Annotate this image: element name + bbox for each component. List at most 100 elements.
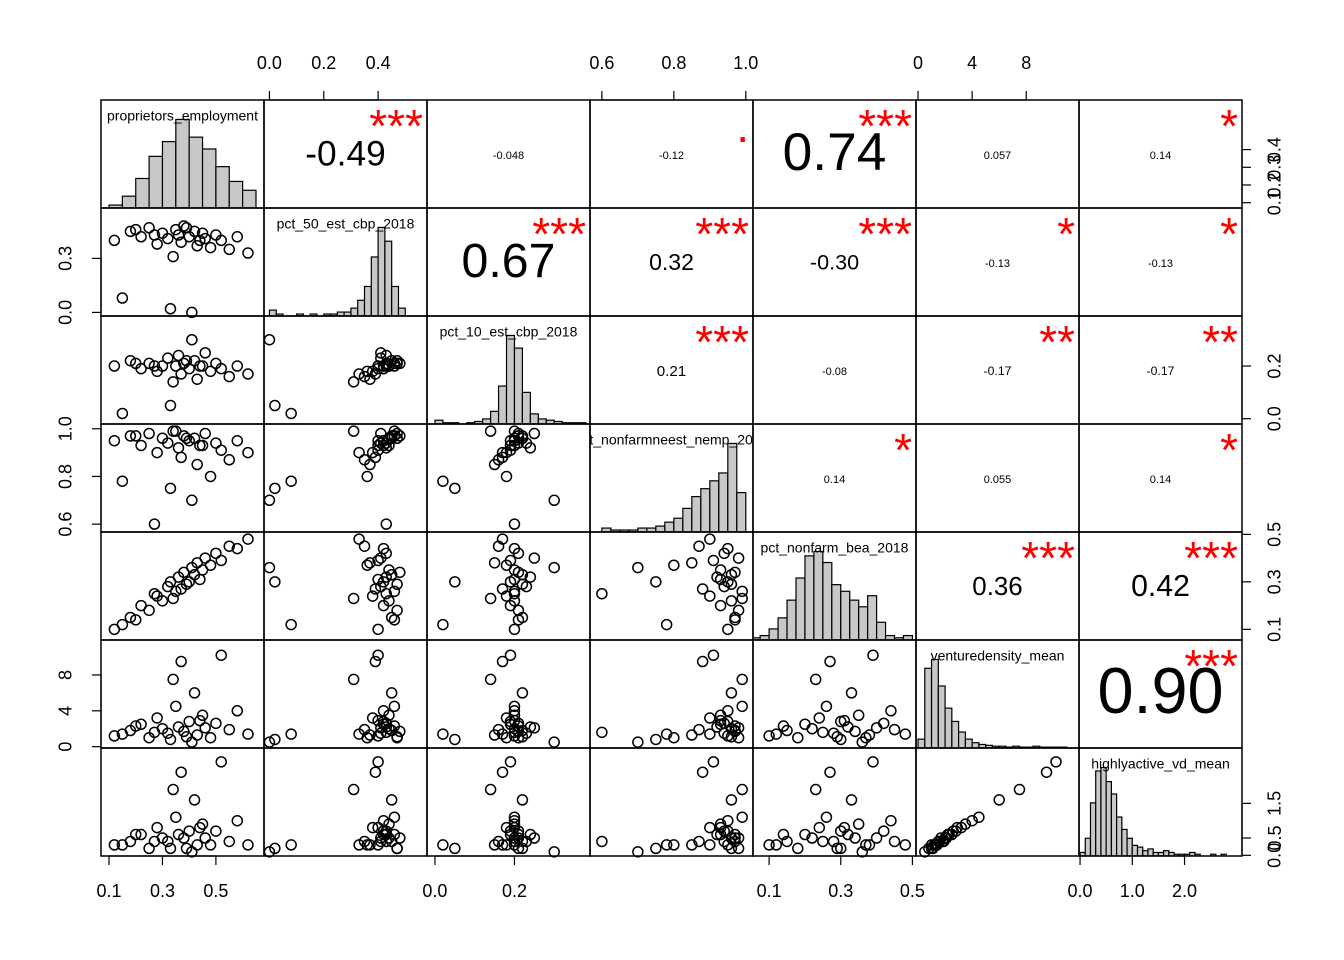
point [496,766,509,778]
hist-bar [971,742,980,748]
point [215,649,227,661]
point [372,649,384,661]
point [809,783,822,796]
hist-bar [242,189,257,208]
hist-bar [482,418,492,424]
point [129,223,142,236]
point [704,712,716,724]
significance: * [1057,208,1075,260]
point [129,828,142,841]
point [693,835,705,848]
point [375,835,387,848]
hist-bar [357,299,366,316]
point [867,649,879,661]
point [711,828,723,841]
point [899,839,912,851]
point [372,573,384,586]
point [347,592,360,605]
point [148,229,161,241]
point [380,587,392,600]
point [162,352,174,364]
hist-bar [148,155,164,208]
point [269,399,281,412]
point [116,475,129,487]
point [770,728,783,740]
point [377,705,390,717]
point [508,714,521,727]
point [204,365,217,378]
point [725,687,738,699]
point [516,731,529,743]
point [180,578,193,590]
point [204,731,217,744]
point [650,733,662,746]
hist-bar [1220,853,1227,856]
point [242,728,254,740]
point [704,533,716,545]
point [725,794,738,806]
point [242,247,254,259]
point [223,454,236,466]
point [215,554,227,567]
point [380,437,392,449]
point [437,839,449,851]
point [358,454,371,466]
variable-label: pct_nonfarmneest_nemp_2018 [575,432,769,448]
point [231,231,244,243]
variable-label: venturedensity_mean [931,648,1065,664]
significance: *** [369,100,423,152]
point [167,673,179,686]
point [391,578,403,590]
point [151,446,163,459]
point [528,427,541,440]
point [484,783,497,796]
point [151,821,163,834]
point [180,731,193,743]
hist-bar [700,488,711,532]
point [172,349,185,362]
point [372,360,384,372]
y-tick-label: 0.3 [1265,569,1285,594]
point [347,783,360,796]
hist-bar [1194,853,1201,856]
hist-bar [1163,850,1170,856]
point [704,590,716,602]
hist-bar [831,584,842,640]
hist-bar [924,667,933,748]
point [186,306,198,319]
point [707,554,720,567]
point [183,434,195,447]
point [736,783,748,796]
point [732,552,745,564]
hist-bar [188,136,204,208]
point [725,595,738,607]
point [548,494,560,507]
point [191,458,203,471]
correlation: 0.14 [1150,474,1171,486]
point [372,444,384,456]
point [686,729,698,741]
significance: *** [532,208,586,260]
x-tick-label: 0.3 [828,881,853,901]
point [394,357,406,370]
x-tick-label: 0.5 [900,881,925,901]
point [492,835,505,848]
x-tick-label: 0.0 [422,881,447,901]
point [108,434,121,447]
correlation: -0.30 [810,250,859,275]
point [347,376,360,388]
point [231,542,244,555]
point [164,399,177,412]
point [449,482,461,495]
point [191,729,203,741]
histogram: venturedensity_mean [917,648,1068,748]
point [722,814,734,827]
hist-bar [1210,853,1217,856]
point [108,360,121,372]
hist-bar [1121,828,1128,856]
point [377,576,390,588]
point [693,723,705,736]
point [940,832,953,844]
point [528,722,541,734]
point [508,587,521,600]
